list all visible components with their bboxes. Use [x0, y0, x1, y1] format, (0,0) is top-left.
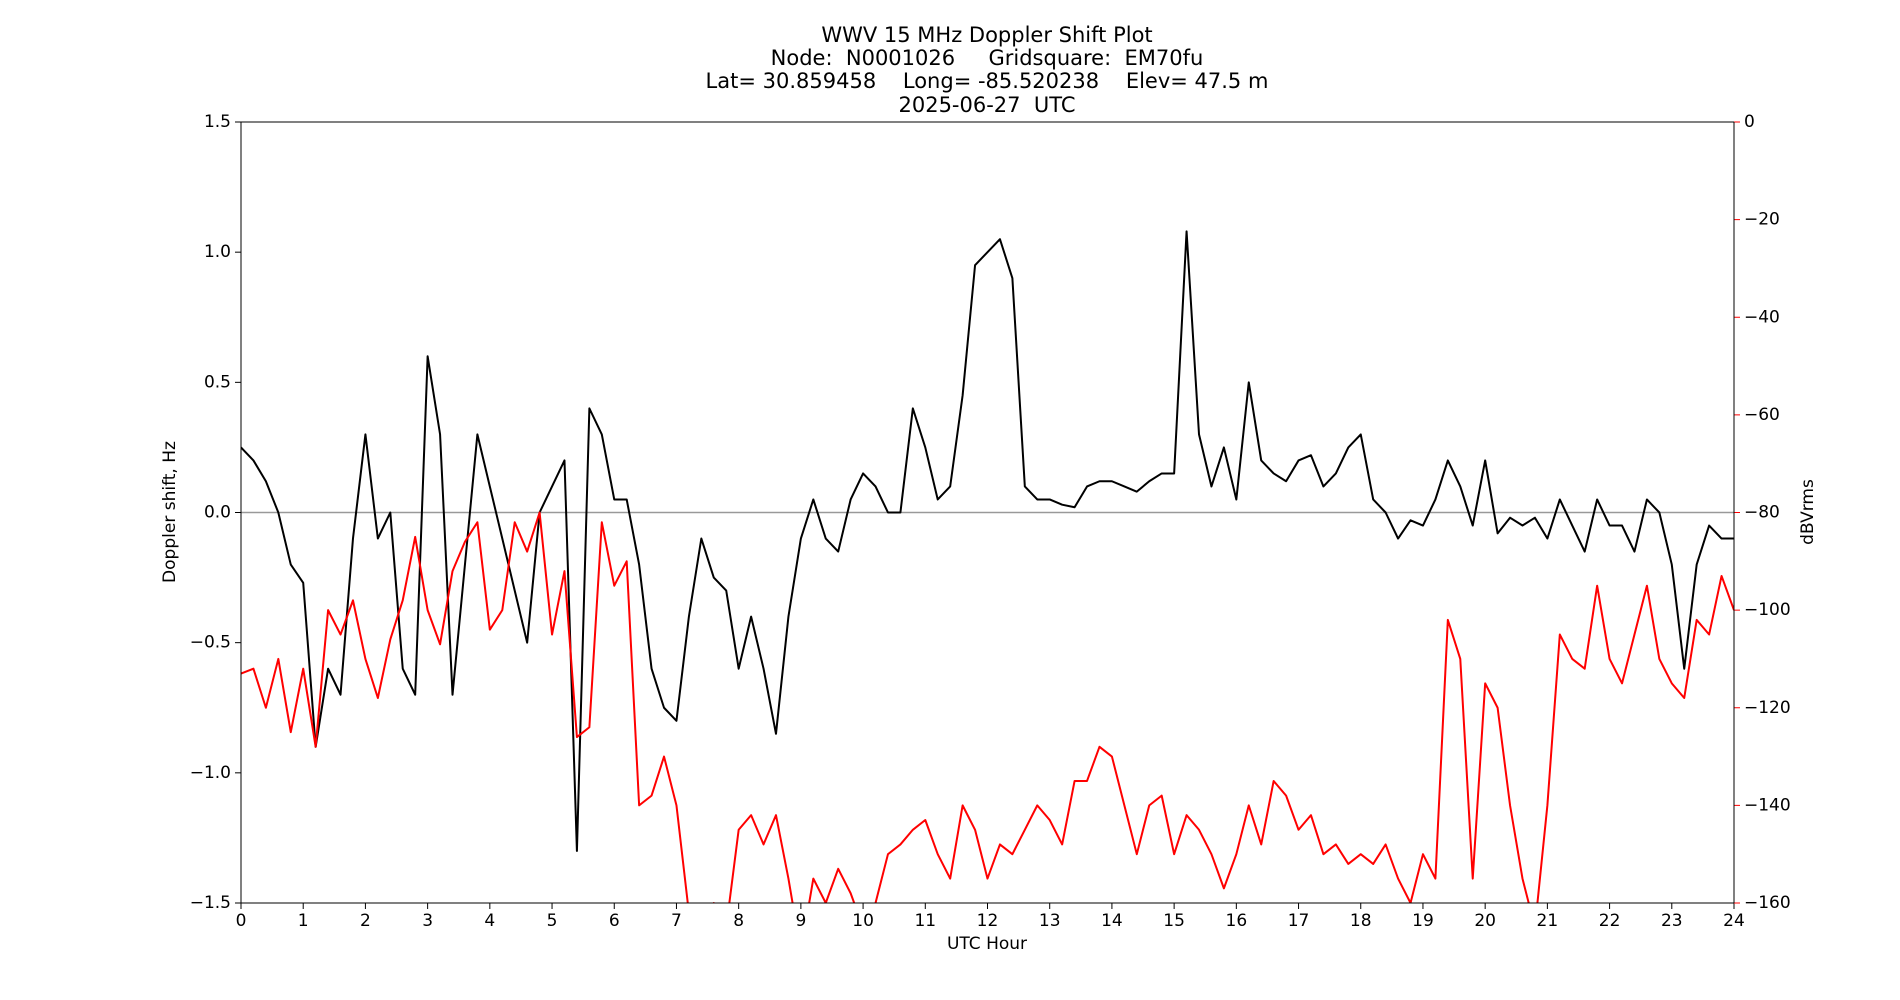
y2-tick-label: −80 [1744, 503, 1780, 523]
x-axis-label: UTC Hour [947, 934, 1027, 954]
x-tick-label: 9 [795, 911, 806, 931]
chart-title: Lat= 30.859458 Long= -85.520238 Elev= 47… [706, 69, 1269, 93]
y2-tick-label: −160 [1744, 893, 1791, 913]
x-tick-label: 0 [236, 911, 247, 931]
y2-tick-label: −120 [1744, 698, 1791, 718]
x-tick-label: 17 [1288, 911, 1310, 931]
x-tick-label: 12 [977, 911, 999, 931]
series-line [241, 230, 1734, 852]
y-tick-label: 0.5 [204, 372, 231, 392]
y-tick-label: −1.0 [190, 763, 231, 783]
x-tick-label: 21 [1537, 911, 1559, 931]
chart-title: 2025-06-27 UTC [898, 93, 1075, 117]
series-line [241, 511, 1734, 903]
x-tick-label: 10 [852, 911, 874, 931]
x-tick-label: 13 [1039, 911, 1061, 931]
x-tick-label: 14 [1101, 911, 1123, 931]
chart-title: WWV 15 MHz Doppler Shift Plot [821, 23, 1152, 47]
y2-tick-label: −100 [1744, 600, 1791, 620]
x-tick-label: 15 [1163, 911, 1185, 931]
y-tick-label: 0.0 [204, 503, 231, 523]
x-tick-label: 16 [1226, 911, 1248, 931]
x-tick-label: 20 [1474, 911, 1496, 931]
x-tick-label: 11 [914, 911, 936, 931]
line [241, 511, 1734, 903]
x-tick-label: 23 [1661, 911, 1683, 931]
y-tick-label: −0.5 [190, 633, 231, 653]
y2-axis-label: dBVrms [1798, 479, 1818, 545]
x-tick-label: 2 [360, 911, 371, 931]
x-tick-label: 1 [298, 911, 309, 931]
x-tick-label: 6 [609, 911, 620, 931]
x-tick-label: 8 [733, 911, 744, 931]
x-tick-label: 19 [1412, 911, 1434, 931]
y-tick-label: 1.5 [204, 112, 231, 132]
x-tick-label: 3 [422, 911, 433, 931]
y2-tick-label: 0 [1744, 112, 1755, 132]
y2-tick-label: −140 [1744, 795, 1791, 815]
y2-tick-label: −20 [1744, 210, 1780, 230]
y-tick-label: 1.0 [204, 242, 231, 262]
x-tick-label: 22 [1599, 911, 1621, 931]
x-tick-label: 4 [484, 911, 495, 931]
x-tick-label: 7 [671, 911, 682, 931]
y2-tick-label: −40 [1744, 307, 1780, 327]
line [241, 230, 1734, 852]
y-axis-label: Doppler shift, Hz [160, 441, 180, 583]
chart-title: Node: N0001026 Gridsquare: EM70fu [771, 46, 1204, 70]
y-tick-label: −1.5 [190, 893, 231, 913]
x-tick-label: 24 [1723, 911, 1745, 931]
x-tick-label: 18 [1350, 911, 1372, 931]
y2-tick-label: −60 [1744, 405, 1780, 425]
x-tick-label: 5 [547, 911, 558, 931]
